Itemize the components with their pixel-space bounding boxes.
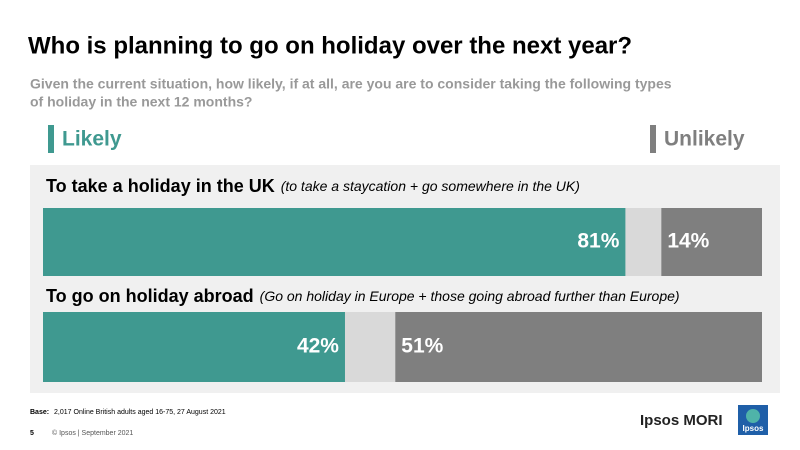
category-name: To take a holiday in the UK [46, 176, 275, 196]
legend-swatch [48, 125, 54, 153]
value-label: 51% [401, 335, 443, 358]
base-text: 2,017 Online British adults aged 16-75, … [54, 409, 226, 416]
bar [395, 312, 762, 382]
value-label: 81% [577, 230, 619, 253]
value-label: 42% [297, 335, 339, 358]
bar [43, 208, 626, 276]
legend-label: Likely [62, 128, 122, 151]
base-label: Base: [30, 409, 49, 416]
chart-title: Who is planning to go on holiday over th… [28, 32, 632, 59]
value-label: 14% [667, 230, 709, 253]
bar [661, 208, 762, 276]
category-note: (to take a staycation + go somewhere in … [281, 178, 580, 194]
logo-mark [746, 409, 760, 423]
logo-text: Ipsos [743, 424, 764, 433]
category-note: (Go on holiday in Europe + those going a… [260, 288, 680, 304]
legend-swatch [650, 125, 656, 153]
category-label: To go on holiday abroad (Go on holiday in… [46, 286, 680, 306]
legend-label: Unlikely [664, 128, 745, 151]
brand: Ipsos MORI [640, 412, 723, 429]
page-number: 5 [30, 430, 34, 437]
subtitle: Given the current situation, how likely,… [30, 76, 672, 92]
copyright: © Ipsos | September 2021 [52, 429, 133, 437]
subtitle: of holiday in the next 12 months? [30, 94, 252, 110]
category-name: To go on holiday abroad [46, 286, 254, 306]
category-label: To take a holiday in the UK (to take a st… [46, 176, 580, 196]
bar [43, 312, 345, 382]
base-note: Base: 2,017 Online British adults aged 1… [30, 409, 226, 416]
